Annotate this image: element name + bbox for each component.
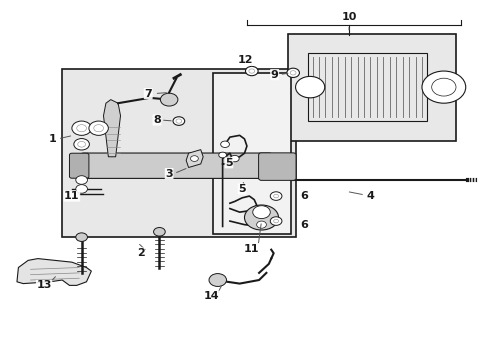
Text: 3: 3 xyxy=(165,168,173,179)
Circle shape xyxy=(230,156,239,162)
FancyBboxPatch shape xyxy=(80,153,272,179)
Circle shape xyxy=(176,119,182,123)
Polygon shape xyxy=(62,69,295,237)
Circle shape xyxy=(173,117,184,125)
Circle shape xyxy=(431,78,455,96)
Text: 6: 6 xyxy=(299,220,307,230)
Text: 11: 11 xyxy=(64,191,80,201)
Text: 1: 1 xyxy=(48,134,56,144)
Text: 4: 4 xyxy=(365,191,373,201)
Text: 5: 5 xyxy=(224,158,232,168)
Circle shape xyxy=(248,69,254,73)
Polygon shape xyxy=(17,258,91,285)
Circle shape xyxy=(76,233,87,242)
Circle shape xyxy=(273,194,278,198)
Text: 5: 5 xyxy=(238,184,245,194)
Circle shape xyxy=(270,217,282,225)
Text: 11: 11 xyxy=(244,244,259,253)
FancyBboxPatch shape xyxy=(258,153,295,180)
Circle shape xyxy=(295,76,324,98)
Circle shape xyxy=(218,152,226,158)
Text: 14: 14 xyxy=(203,291,219,301)
Text: 7: 7 xyxy=(144,89,152,99)
Polygon shape xyxy=(212,73,290,234)
Circle shape xyxy=(160,93,178,106)
Circle shape xyxy=(256,221,266,228)
Text: 12: 12 xyxy=(237,55,253,65)
Circle shape xyxy=(273,219,278,223)
Polygon shape xyxy=(186,150,203,167)
Circle shape xyxy=(244,205,278,230)
Text: 13: 13 xyxy=(37,280,52,291)
Text: 9: 9 xyxy=(270,69,278,80)
Circle shape xyxy=(72,121,91,135)
Circle shape xyxy=(190,156,198,161)
Circle shape xyxy=(289,71,295,75)
Text: 2: 2 xyxy=(137,248,144,258)
Circle shape xyxy=(245,66,258,76)
Circle shape xyxy=(89,121,108,135)
Text: 8: 8 xyxy=(153,115,161,125)
Polygon shape xyxy=(103,100,120,157)
Circle shape xyxy=(153,228,165,236)
Text: 6: 6 xyxy=(299,191,307,201)
Circle shape xyxy=(77,125,86,132)
Circle shape xyxy=(76,185,87,193)
Circle shape xyxy=(270,192,282,201)
Circle shape xyxy=(286,68,299,77)
Circle shape xyxy=(76,176,87,184)
Circle shape xyxy=(421,71,465,103)
Circle shape xyxy=(208,274,226,287)
Polygon shape xyxy=(287,33,455,141)
Circle shape xyxy=(252,206,270,219)
FancyBboxPatch shape xyxy=(69,153,89,178)
Circle shape xyxy=(220,141,229,148)
Circle shape xyxy=(94,125,103,132)
Circle shape xyxy=(78,141,85,147)
Text: 10: 10 xyxy=(341,13,356,22)
Circle shape xyxy=(74,139,89,150)
